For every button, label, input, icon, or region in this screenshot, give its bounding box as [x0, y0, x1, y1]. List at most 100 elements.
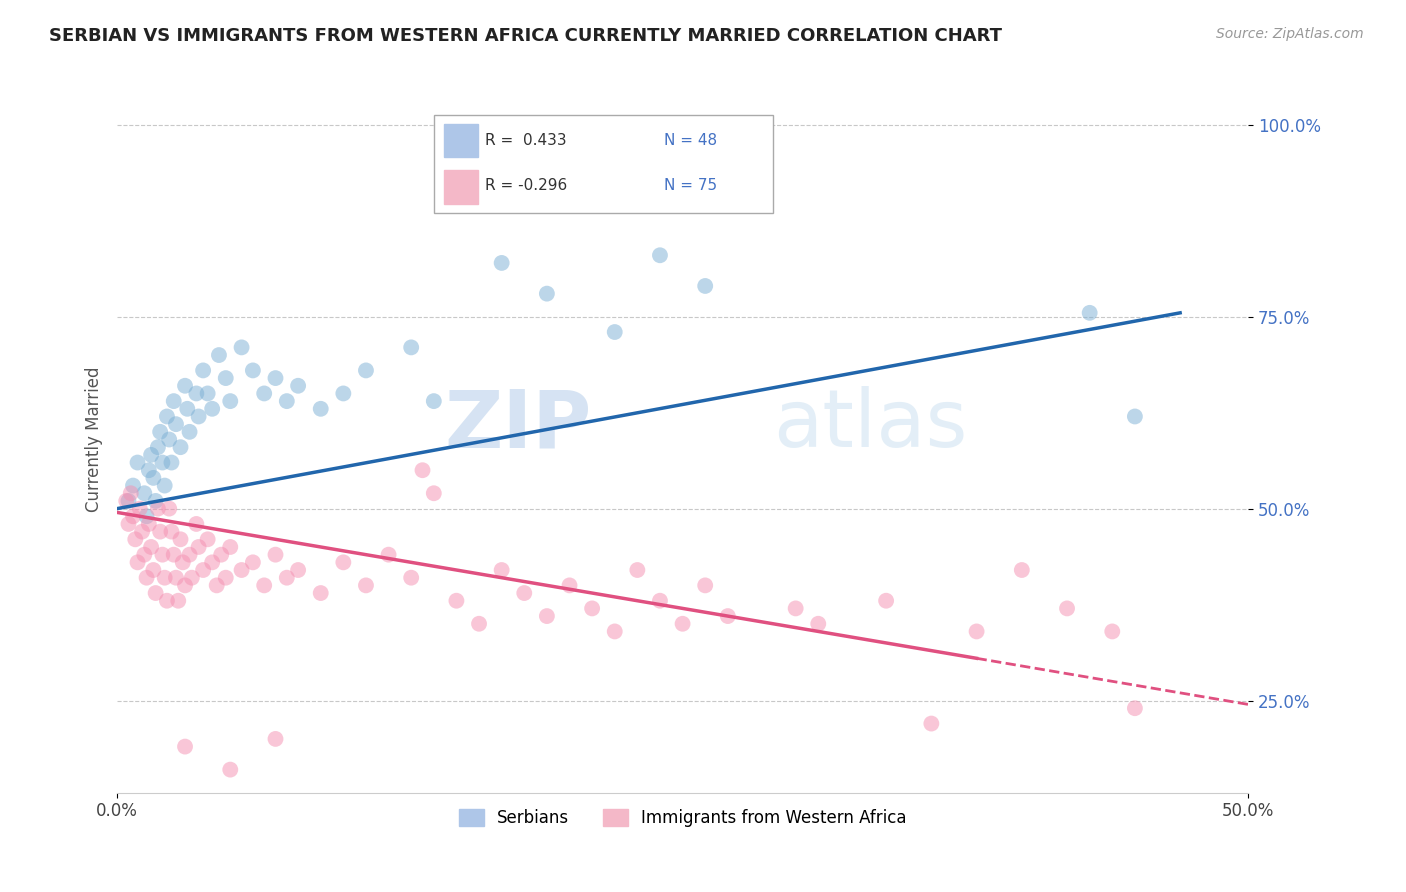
- Point: [186, 386, 208, 401]
- Point: [215, 371, 238, 385]
- Point: [152, 548, 174, 562]
- Point: [174, 739, 197, 754]
- Point: [197, 533, 219, 547]
- Point: [201, 555, 224, 569]
- Point: [180, 571, 202, 585]
- Point: [807, 616, 830, 631]
- Point: [153, 571, 176, 585]
- Point: [186, 516, 208, 531]
- Point: [377, 548, 399, 562]
- Point: [167, 593, 190, 607]
- Point: [128, 501, 150, 516]
- Legend: Serbians, Immigrants from Western Africa: Serbians, Immigrants from Western Africa: [453, 802, 912, 834]
- Point: [156, 593, 179, 607]
- Point: [219, 394, 242, 409]
- Text: ZIP: ZIP: [444, 386, 592, 465]
- Point: [309, 401, 332, 416]
- Point: [149, 524, 172, 539]
- Point: [1011, 563, 1033, 577]
- Point: [287, 378, 309, 392]
- Point: [264, 371, 287, 385]
- Point: [920, 716, 942, 731]
- Point: [1056, 601, 1078, 615]
- Point: [179, 425, 201, 439]
- Point: [423, 486, 446, 500]
- Point: [134, 548, 156, 562]
- Point: [139, 448, 162, 462]
- Point: [1101, 624, 1123, 639]
- Point: [264, 548, 287, 562]
- Point: [172, 555, 194, 569]
- Point: [1123, 409, 1146, 424]
- Point: [332, 386, 354, 401]
- Point: [219, 763, 242, 777]
- Point: [160, 456, 183, 470]
- Point: [149, 425, 172, 439]
- Point: [117, 494, 139, 508]
- Point: [191, 363, 214, 377]
- Point: [156, 409, 179, 424]
- Point: [231, 340, 253, 354]
- Point: [446, 593, 468, 607]
- Point: [153, 478, 176, 492]
- Point: [142, 471, 165, 485]
- Point: [603, 624, 626, 639]
- Point: [142, 563, 165, 577]
- Point: [536, 286, 558, 301]
- Point: [127, 555, 149, 569]
- Point: [513, 586, 536, 600]
- Point: [648, 593, 671, 607]
- Point: [117, 516, 139, 531]
- Point: [215, 571, 238, 585]
- Point: [157, 501, 180, 516]
- Point: [695, 279, 717, 293]
- Point: [491, 256, 513, 270]
- Point: [138, 463, 160, 477]
- Point: [264, 731, 287, 746]
- Point: [205, 578, 228, 592]
- Point: [875, 593, 897, 607]
- Point: [468, 616, 491, 631]
- Point: [146, 501, 169, 516]
- Point: [231, 563, 253, 577]
- Point: [174, 578, 197, 592]
- Point: [208, 348, 231, 362]
- Point: [135, 509, 157, 524]
- Point: [287, 563, 309, 577]
- Point: [176, 401, 198, 416]
- Point: [120, 486, 142, 500]
- Point: [276, 394, 298, 409]
- Text: atlas: atlas: [773, 386, 967, 465]
- Point: [174, 378, 197, 392]
- Point: [491, 563, 513, 577]
- Y-axis label: Currently Married: Currently Married: [86, 367, 103, 512]
- Point: [165, 417, 187, 432]
- Point: [966, 624, 988, 639]
- Point: [717, 609, 740, 624]
- Point: [179, 548, 201, 562]
- Point: [165, 571, 187, 585]
- Point: [648, 248, 671, 262]
- Point: [242, 555, 264, 569]
- Point: [134, 486, 156, 500]
- Point: [423, 394, 446, 409]
- Point: [695, 578, 717, 592]
- Point: [122, 509, 145, 524]
- Point: [253, 578, 276, 592]
- Text: Source: ZipAtlas.com: Source: ZipAtlas.com: [1216, 27, 1364, 41]
- Point: [1123, 701, 1146, 715]
- Point: [187, 540, 209, 554]
- Point: [603, 325, 626, 339]
- Point: [145, 586, 167, 600]
- Point: [163, 548, 186, 562]
- Point: [253, 386, 276, 401]
- Point: [187, 409, 209, 424]
- Point: [139, 540, 162, 554]
- Point: [131, 524, 153, 539]
- Point: [332, 555, 354, 569]
- Point: [138, 516, 160, 531]
- Point: [124, 533, 146, 547]
- Text: SERBIAN VS IMMIGRANTS FROM WESTERN AFRICA CURRENTLY MARRIED CORRELATION CHART: SERBIAN VS IMMIGRANTS FROM WESTERN AFRIC…: [49, 27, 1002, 45]
- Point: [399, 340, 422, 354]
- Point: [191, 563, 214, 577]
